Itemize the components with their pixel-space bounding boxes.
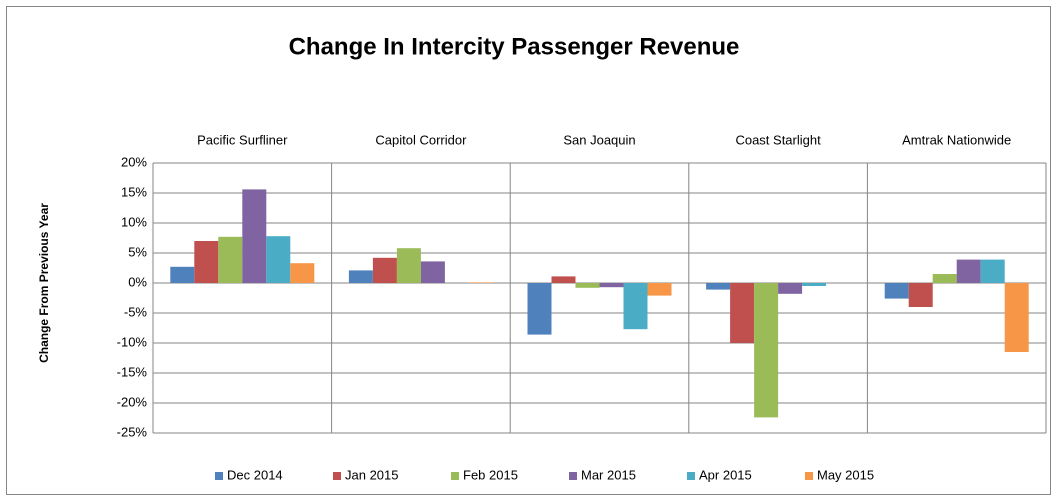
bar (778, 283, 803, 294)
bar (170, 266, 195, 283)
y-tick-label: -25% (117, 424, 148, 439)
y-axis-label: Change From Previous Year (37, 203, 51, 363)
y-tick-label: 10% (121, 214, 147, 229)
bar (754, 283, 779, 418)
bar (266, 236, 291, 283)
legend-marker (569, 472, 577, 480)
bar (396, 248, 421, 283)
bar (730, 283, 755, 343)
category-label: Amtrak Nationwide (902, 132, 1011, 147)
y-tick-label: 5% (128, 244, 147, 259)
y-tick-label: 0% (128, 274, 147, 289)
bar (980, 259, 1005, 283)
bar (575, 283, 600, 288)
legend-marker (333, 472, 341, 480)
y-tick-label: -15% (117, 364, 148, 379)
chart-title: Change In Intercity Passenger Revenue (289, 33, 740, 60)
legend-label: Jan 2015 (345, 467, 399, 482)
legend-label: May 2015 (817, 467, 874, 482)
y-tick-label: 20% (121, 154, 147, 169)
legend-marker (805, 472, 813, 480)
bar (932, 274, 957, 283)
legend-label: Feb 2015 (463, 467, 518, 482)
bar (551, 276, 576, 283)
bar (623, 283, 648, 330)
bar (599, 283, 624, 288)
category-label: San Joaquin (563, 132, 635, 147)
category-label: Capitol Corridor (375, 132, 467, 147)
y-tick-label: -10% (117, 334, 148, 349)
y-tick-label: 15% (121, 184, 147, 199)
bar (647, 283, 672, 296)
bar (956, 259, 981, 283)
bar (908, 283, 933, 307)
legend-marker (687, 472, 695, 480)
legend-marker (215, 472, 223, 480)
bar (218, 236, 243, 283)
bar (242, 189, 267, 283)
y-tick-label: -20% (117, 394, 148, 409)
legend-marker (451, 472, 459, 480)
category-label: Pacific Surfliner (197, 132, 288, 147)
bar (348, 270, 373, 283)
bar (884, 283, 909, 299)
bar (194, 241, 219, 283)
bar (527, 283, 552, 335)
bar (420, 261, 445, 283)
bar (706, 283, 731, 290)
bar (468, 282, 493, 283)
legend-label: Apr 2015 (699, 467, 752, 482)
bar (290, 263, 315, 283)
bar (802, 283, 827, 286)
y-tick-label: -5% (124, 304, 148, 319)
chart-border (6, 6, 1051, 495)
legend-label: Dec 2014 (227, 467, 283, 482)
category-label: Coast Starlight (735, 132, 821, 147)
bar (372, 257, 397, 283)
legend-label: Mar 2015 (581, 467, 636, 482)
bar (1004, 283, 1029, 352)
